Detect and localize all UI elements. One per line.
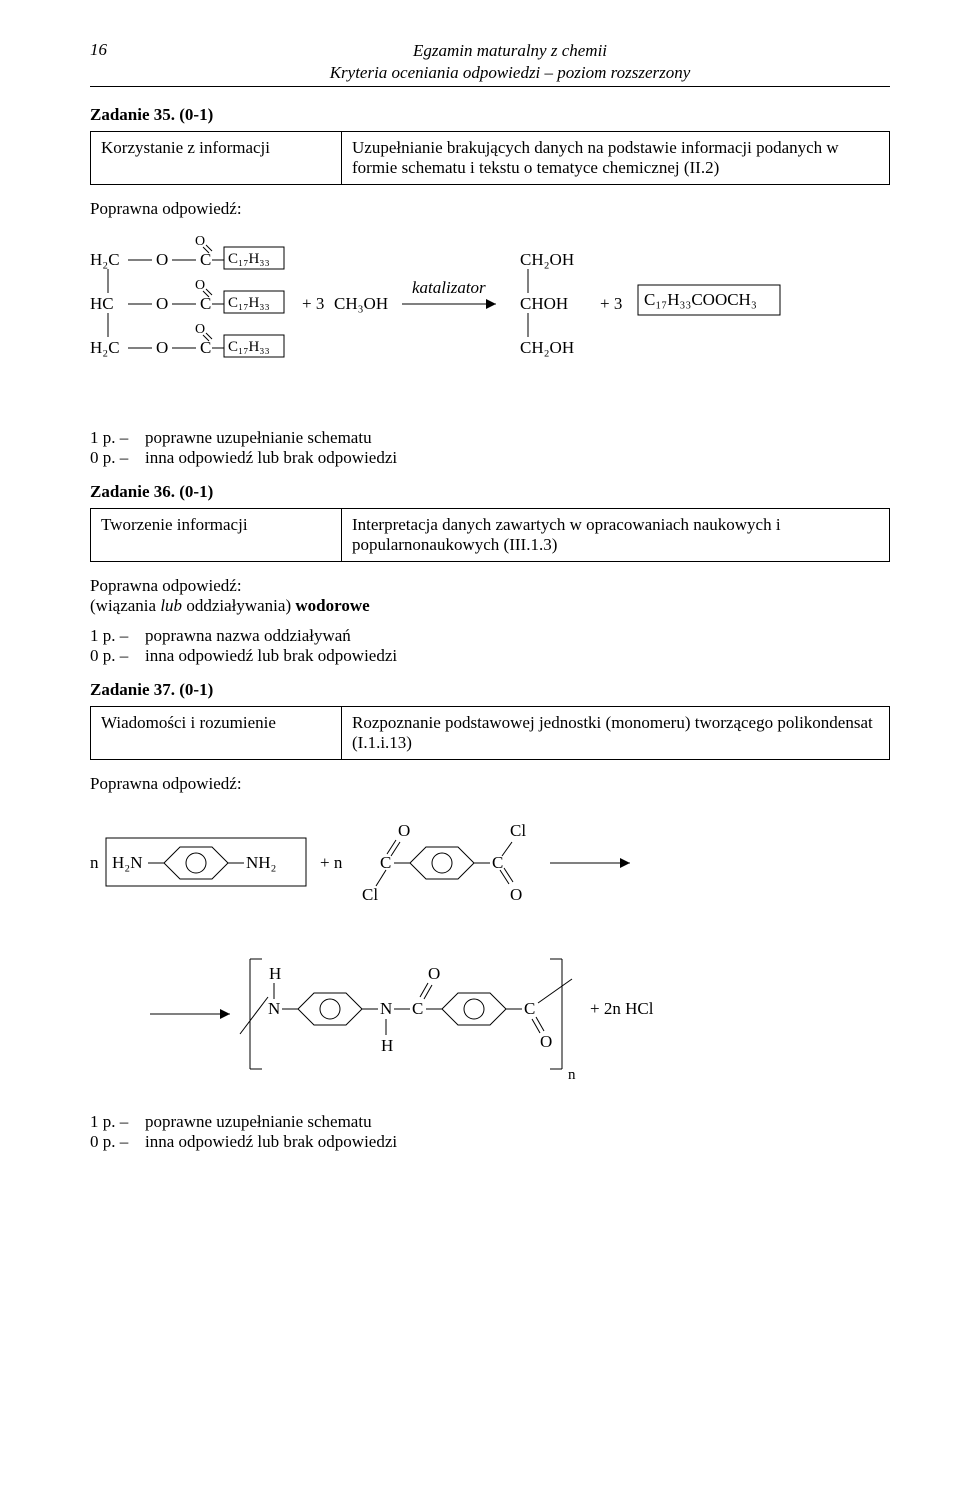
task37-table: Wiadomości i rozumienie Rozpoznanie pods… bbox=[90, 706, 890, 760]
d35-ch3oh: CH₃OH bbox=[334, 294, 388, 313]
task36-right-cell: Interpretacja danych zawartych w opracow… bbox=[342, 509, 890, 562]
d37-cl-dl: Cl bbox=[362, 885, 378, 904]
d35-o-3: O bbox=[156, 338, 168, 357]
task37-left-cell: Wiadomości i rozumienie bbox=[91, 707, 342, 760]
d37-cl-ur: Cl bbox=[510, 821, 526, 840]
d35-katalizator: katalizator bbox=[412, 278, 486, 297]
task37-points: 1 p. – poprawne uzupełnianie schematu 0 … bbox=[90, 1112, 890, 1152]
d35-hc: HC bbox=[90, 294, 114, 313]
d37-o-dr: O bbox=[510, 885, 522, 904]
task37-answer-label: Poprawna odpowiedź: bbox=[90, 774, 890, 794]
d37b-h1: H bbox=[269, 964, 281, 983]
task35-right-cell: Uzupełnianie brakujących danych na podst… bbox=[342, 132, 890, 185]
d35-choh: CHOH bbox=[520, 294, 568, 313]
d35-h2c-2: H₂C bbox=[90, 338, 120, 357]
d35-ch2oh-2: CH₂OH bbox=[520, 338, 574, 357]
task36-table: Tworzenie informacji Interpretacja danyc… bbox=[90, 508, 890, 562]
d35-o-db3: O bbox=[195, 322, 205, 337]
d35-o-1: O bbox=[156, 250, 168, 269]
task36-p1-label: 1 p. – bbox=[90, 626, 145, 646]
task37-p1-text: poprawne uzupełnianie schematu bbox=[145, 1112, 372, 1132]
task36-points: 1 p. – poprawna nazwa oddziaływań 0 p. –… bbox=[90, 626, 890, 666]
d35-o-db2: O bbox=[195, 278, 205, 293]
d37b-c2: C bbox=[524, 999, 535, 1018]
task37-p0-text: inna odpowiedź lub brak odpowiedzi bbox=[145, 1132, 397, 1152]
diagram-37-bottom: N H N H C O C O bbox=[90, 939, 890, 1089]
task36-answer-italic: lub bbox=[160, 596, 182, 615]
task37-right-cell: Rozpoznanie podstawowej jednostki (monom… bbox=[342, 707, 890, 760]
d37b-sub-n: n bbox=[568, 1067, 576, 1083]
task36-p1-text: poprawna nazwa oddziaływań bbox=[145, 626, 351, 646]
d37-c-right: C bbox=[492, 853, 503, 872]
header-center: Egzamin maturalny z chemii Kryteria ocen… bbox=[130, 40, 890, 84]
task36-heading: Zadanie 36. (0-1) bbox=[90, 482, 890, 502]
d37-nh2: NH₂ bbox=[246, 853, 276, 872]
task35-heading: Zadanie 35. (0-1) bbox=[90, 105, 890, 125]
task36-left-cell: Tworzenie informacji bbox=[91, 509, 342, 562]
d37b-prod-suffix: + 2n HCl bbox=[590, 999, 654, 1018]
task36-p0-label: 0 p. – bbox=[90, 646, 145, 666]
benzene-4 bbox=[442, 993, 506, 1025]
header-line2: Kryteria oceniania odpowiedzi – poziom r… bbox=[130, 62, 890, 84]
d35-plus3-1: + 3 bbox=[302, 294, 324, 313]
benzene-2 bbox=[410, 847, 474, 879]
d37-h2n: H₂N bbox=[112, 853, 142, 872]
benzene-1 bbox=[164, 847, 228, 879]
d35-o-2: O bbox=[156, 294, 168, 313]
d37b-n2: N bbox=[380, 999, 392, 1018]
d37b-n1: N bbox=[268, 999, 280, 1018]
task37-p1-label: 1 p. – bbox=[90, 1112, 145, 1132]
task35-points: 1 p. – poprawne uzupełnianie schematu 0 … bbox=[90, 428, 890, 468]
d37b-o2: O bbox=[540, 1032, 552, 1051]
d37-plus-n: + n bbox=[320, 853, 343, 872]
d37b-h2: H bbox=[381, 1036, 393, 1055]
task36-answer-prefix: (wiązania bbox=[90, 596, 160, 615]
d35-c-3: C bbox=[200, 338, 211, 357]
benzene-3 bbox=[298, 993, 362, 1025]
d35-plus3-2: + 3 bbox=[600, 294, 622, 313]
task36-answer-bold: wodorowe bbox=[295, 596, 369, 615]
diagram-37-top: n H₂N NH₂ + n C O Cl C Cl bbox=[90, 810, 890, 920]
d35-c-2: C bbox=[200, 294, 211, 313]
d35-c17h33-2: C₁₇H₃₃ bbox=[228, 295, 270, 311]
d35-c17h33-3: C₁₇H₃₃ bbox=[228, 339, 270, 355]
task35-p1-text: poprawne uzupełnianie schematu bbox=[145, 428, 372, 448]
d35-c17h33-1: C₁₇H₃₃ bbox=[228, 251, 270, 267]
d37-o-ul: O bbox=[398, 821, 410, 840]
task36-answer-label: Poprawna odpowiedź: bbox=[90, 576, 890, 596]
task35-left-cell: Korzystanie z informacji bbox=[91, 132, 342, 185]
d35-product: C₁₇H₃₃COOCH₃ bbox=[644, 290, 757, 309]
task35-p0-text: inna odpowiedź lub brak odpowiedzi bbox=[145, 448, 397, 468]
d37-c-left: C bbox=[380, 853, 391, 872]
page: 16 Egzamin maturalny z chemii Kryteria o… bbox=[0, 0, 960, 1196]
task35-p1-label: 1 p. – bbox=[90, 428, 145, 448]
task37-p0-label: 0 p. – bbox=[90, 1132, 145, 1152]
task35-table: Korzystanie z informacji Uzupełnianie br… bbox=[90, 131, 890, 185]
d35-c-1: C bbox=[200, 250, 211, 269]
d35-ch2oh-1: CH₂OH bbox=[520, 250, 574, 269]
d37b-c1: C bbox=[412, 999, 423, 1018]
d37-n-1: n bbox=[90, 853, 99, 872]
task37-heading: Zadanie 37. (0-1) bbox=[90, 680, 890, 700]
task36-p0-text: inna odpowiedź lub brak odpowiedzi bbox=[145, 646, 397, 666]
task36-answer-line: (wiązania lub oddziaływania) wodorowe bbox=[90, 596, 890, 616]
task35-answer-label: Poprawna odpowiedź: bbox=[90, 199, 890, 219]
diagram-35: H₂C O C O C₁₇H₃₃ HC O C O C₁₇H₃₃ H₂C O C bbox=[90, 235, 890, 405]
task35-p0-label: 0 p. – bbox=[90, 448, 145, 468]
task36-answer-suffix: oddziaływania) bbox=[182, 596, 295, 615]
d35-h2c-1: H₂C bbox=[90, 250, 120, 269]
header-line1: Egzamin maturalny z chemii bbox=[130, 40, 890, 62]
page-number: 16 bbox=[90, 40, 130, 84]
page-header: 16 Egzamin maturalny z chemii Kryteria o… bbox=[90, 40, 890, 87]
d37b-o1: O bbox=[428, 964, 440, 983]
